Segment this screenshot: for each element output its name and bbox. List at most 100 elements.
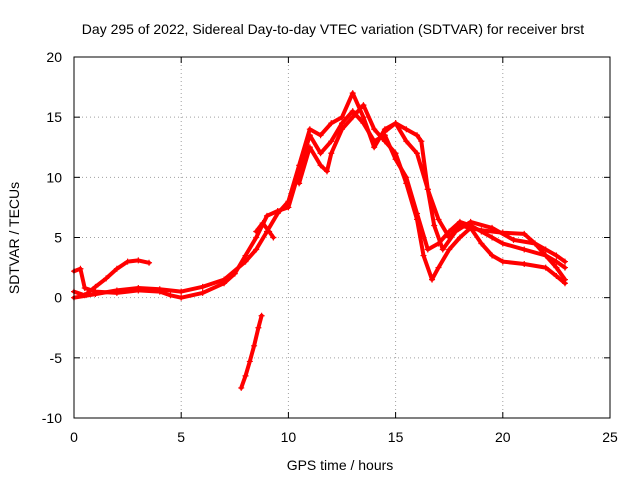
data-point: [561, 258, 568, 265]
data-series: [71, 90, 568, 391]
data-point: [510, 236, 517, 243]
data-point: [328, 138, 335, 145]
data-point: [542, 252, 549, 259]
data-point: [178, 294, 185, 301]
data-point: [178, 288, 185, 295]
data-point: [323, 168, 330, 175]
data-point: [429, 276, 436, 283]
series-track-f: [238, 312, 265, 391]
x-tick-label: 25: [602, 429, 618, 445]
data-point: [242, 258, 249, 265]
series-track-g: [253, 220, 277, 241]
data-point: [360, 102, 367, 109]
data-point: [317, 150, 324, 157]
data-point: [328, 120, 335, 127]
data-point: [392, 120, 399, 127]
data-point: [439, 246, 446, 253]
data-point: [81, 285, 88, 292]
data-point: [253, 246, 260, 253]
data-point: [259, 220, 266, 227]
data-point: [521, 230, 528, 237]
series-track-e: [381, 120, 568, 283]
data-point: [263, 212, 270, 219]
series-line: [297, 103, 567, 286]
y-tick-labels: -10 -5 0 5 10 15 20: [42, 49, 62, 426]
data-point: [452, 228, 459, 235]
data-point: [418, 138, 425, 145]
y-tick-label: 5: [54, 230, 62, 246]
data-point: [113, 287, 120, 294]
data-point: [251, 342, 258, 349]
data-point: [431, 222, 438, 229]
data-point: [371, 144, 378, 151]
data-point: [392, 150, 399, 157]
data-point: [521, 246, 528, 253]
data-point: [420, 252, 427, 259]
data-point: [371, 126, 378, 133]
series-line: [72, 91, 567, 300]
data-point: [255, 324, 262, 331]
data-point: [253, 228, 260, 235]
data-point: [381, 128, 388, 135]
data-point: [360, 114, 367, 121]
data-point: [542, 264, 549, 271]
y-tick-label: 10: [46, 169, 62, 185]
data-point: [92, 283, 99, 290]
data-point: [285, 204, 292, 211]
data-point: [435, 216, 442, 223]
data-point: [553, 264, 560, 271]
data-point: [553, 258, 560, 265]
data-point: [285, 198, 292, 205]
data-point: [424, 186, 431, 193]
data-point: [561, 264, 568, 271]
y-tick-label: 20: [46, 49, 62, 65]
x-axis-label: GPS time / hours: [287, 457, 394, 473]
data-point: [306, 126, 313, 133]
data-point: [238, 384, 245, 391]
data-point: [414, 132, 421, 139]
series-track-a: [71, 108, 568, 301]
series-track-c: [71, 90, 568, 301]
data-point: [489, 224, 496, 231]
data-point: [199, 289, 206, 296]
data-point: [156, 286, 163, 293]
data-point: [499, 258, 506, 265]
data-point: [258, 312, 265, 319]
data-point: [146, 259, 153, 266]
data-point: [306, 144, 313, 151]
data-point: [317, 132, 324, 139]
series-line: [382, 121, 567, 282]
x-tick-label: 0: [70, 429, 78, 445]
data-point: [349, 108, 356, 115]
data-point: [296, 180, 303, 187]
data-point: [381, 138, 388, 145]
data-point: [199, 283, 206, 290]
x-tick-label: 10: [281, 429, 297, 445]
data-point: [561, 276, 568, 283]
x-tick-labels: 0 5 10 15 20 25: [70, 429, 618, 445]
data-point: [499, 240, 506, 247]
y-tick-label: -10: [42, 410, 62, 426]
data-point: [339, 120, 345, 127]
series-track-d: [296, 102, 568, 287]
data-point: [253, 234, 260, 241]
data-point: [403, 138, 410, 145]
data-point: [521, 260, 528, 267]
data-point: [296, 162, 303, 169]
data-point: [77, 265, 84, 272]
data-point: [266, 228, 273, 235]
data-point: [435, 264, 442, 271]
data-point: [489, 252, 496, 259]
data-point: [467, 218, 474, 225]
series-line: [254, 221, 276, 240]
data-point: [403, 180, 410, 187]
data-point: [246, 358, 253, 365]
data-point: [339, 126, 345, 133]
data-point: [135, 257, 142, 264]
data-point: [414, 150, 421, 157]
y-axis-label: SDTVAR / TECUs: [6, 182, 22, 294]
data-point: [553, 273, 560, 280]
data-point: [113, 265, 120, 272]
data-point: [328, 150, 335, 157]
data-point: [542, 246, 549, 253]
